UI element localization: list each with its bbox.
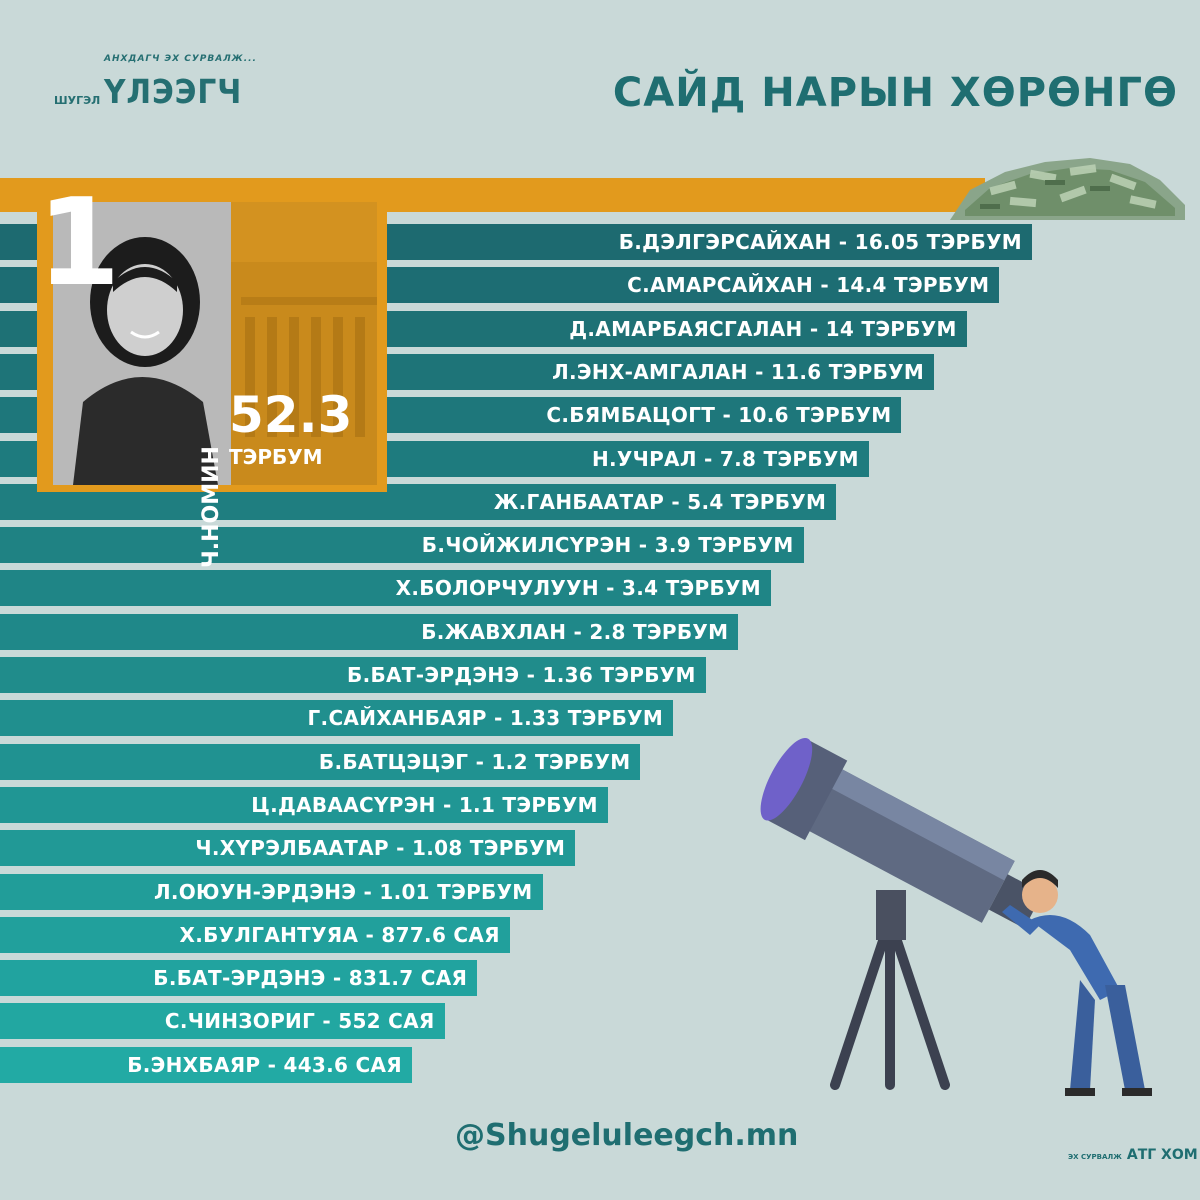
bar-9: Х.БОЛОРЧУЛУУН - 3.4 ТЭРБУМ (0, 570, 771, 607)
featured-rank: 1 (37, 174, 121, 313)
money-pile-icon (950, 158, 1185, 220)
brand-logo: АНХДАГЧ ЭХ СУРВАЛЖ... ШУГЭЛ ҮЛЭЭГЧ (52, 50, 256, 120)
bar-12: Г.САЙХАНБАЯР - 1.33 ТЭРБУМ (0, 700, 674, 737)
building-image (231, 202, 377, 485)
bar-label: С.ЧИНЗОРИГ - 552 САЯ (164, 1009, 435, 1034)
source-label: ЭХ СУРВАЛЖ (1068, 1153, 1122, 1161)
bar-label: Б.ЖАВХЛАН - 2.8 ТЭРБУМ (421, 619, 729, 644)
source-text: АТГ ХОМ (1126, 1147, 1198, 1163)
portrait-photo (53, 202, 231, 485)
bar-label: Л.ОЮУН-ЭРДЭНЭ - 1.01 ТЭРБУМ (153, 879, 533, 904)
bar-label: Х.БОЛОРЧУЛУУН - 3.4 ТЭРБУМ (395, 576, 761, 601)
bar-label: С.БЯМБАЦОГТ - 10.6 ТЭРБУМ (546, 403, 892, 428)
bar-label: Ж.ГАНБААТАР - 5.4 ТЭРБУМ (493, 489, 827, 514)
bar-label: С.АМАРСАЙХАН - 14.4 ТЭРБУМ (627, 273, 990, 298)
bar-label: Х.БУЛГАНТУЯА - 877.6 САЯ (179, 922, 500, 947)
bar-label: Г.САЙХАНБАЯР - 1.33 ТЭРБУМ (307, 706, 664, 731)
bar-17: Х.БУЛГАНТУЯА - 877.6 САЯ (0, 916, 510, 953)
social-handle: @Shugeluleegch.mn (455, 1118, 799, 1153)
logo-tagline: АНХДАГЧ ЭХ СУРВАЛЖ... (104, 54, 257, 64)
telescope-illustration (760, 737, 1152, 1096)
featured-card: 1 Ч.НОМИН 52.3 ТЭРБУМ (37, 184, 387, 568)
logo-name: ҮЛЭЭГЧ (104, 72, 243, 111)
logo-small-text: ШУГЭЛ (54, 94, 101, 107)
bar-20: Б.ЭНХБАЯР - 443.6 САЯ (0, 1046, 412, 1083)
bar-label: Ч.ХҮРЭЛБААТАР - 1.08 ТЭРБУМ (195, 836, 566, 861)
bar-11: Б.БАТ-ЭРДЭНЭ - 1.36 ТЭРБУМ (0, 657, 706, 693)
bar-8: Б.ЧОЙЖИЛСҮРЭН - 3.9 ТЭРБУМ (0, 527, 804, 564)
bar-label: Б.БАТЦЭЦЭГ - 1.2 ТЭРБУМ (318, 749, 631, 774)
bar-18: Б.БАТ-ЭРДЭНЭ - 831.7 САЯ (0, 960, 478, 997)
bar-16: Л.ОЮУН-ЭРДЭНЭ - 1.01 ТЭРБУМ (0, 873, 543, 910)
bar-label: Д.АМАРБАЯСГАЛАН - 14 ТЭРБУМ (569, 316, 957, 341)
bar-14: Ц.ДАВААСҮРЭН - 1.1 ТЭРБУМ (0, 786, 608, 823)
bar-label: Б.ЭНХБАЯР - 443.6 САЯ (127, 1052, 402, 1077)
bar-label: Б.ДЭЛГЭРСАЙХАН - 16.05 ТЭРБУМ (618, 230, 1022, 254)
featured-value: 52.3 (229, 386, 353, 444)
source-note: ЭХ СУРВАЛЖ АТГ ХОМ (1068, 1144, 1198, 1163)
bar-5: С.БЯМБАЦОГТ - 10.6 ТЭРБУМ (0, 397, 902, 434)
page-title: САЙД НАРЫН ХӨРӨНГӨ (612, 70, 1178, 116)
bar-19: С.ЧИНЗОРИГ - 552 САЯ (0, 1003, 445, 1040)
bar-label: Н.УЧРАЛ - 7.8 ТЭРБУМ (591, 446, 859, 471)
bar-15: Ч.ХҮРЭЛБААТАР - 1.08 ТЭРБУМ (0, 830, 576, 867)
bar-10: Б.ЖАВХЛАН - 2.8 ТЭРБУМ (0, 613, 739, 650)
bar-label: Б.БАТ-ЭРДЭНЭ - 1.36 ТЭРБУМ (347, 663, 696, 687)
bar-label: Б.ЧОЙЖИЛСҮРЭН - 3.9 ТЭРБУМ (421, 533, 794, 558)
bar-label: Ц.ДАВААСҮРЭН - 1.1 ТЭРБУМ (251, 792, 598, 817)
bar-13: Б.БАТЦЭЦЭГ - 1.2 ТЭРБУМ (0, 743, 641, 780)
bar-label: Б.БАТ-ЭРДЭНЭ - 831.7 САЯ (153, 966, 468, 991)
featured-unit: ТЭРБУМ (229, 445, 323, 469)
featured-name: Ч.НОМИН (199, 446, 224, 568)
bar-label: Л.ЭНХ-АМГАЛАН - 11.6 ТЭРБУМ (552, 359, 925, 384)
